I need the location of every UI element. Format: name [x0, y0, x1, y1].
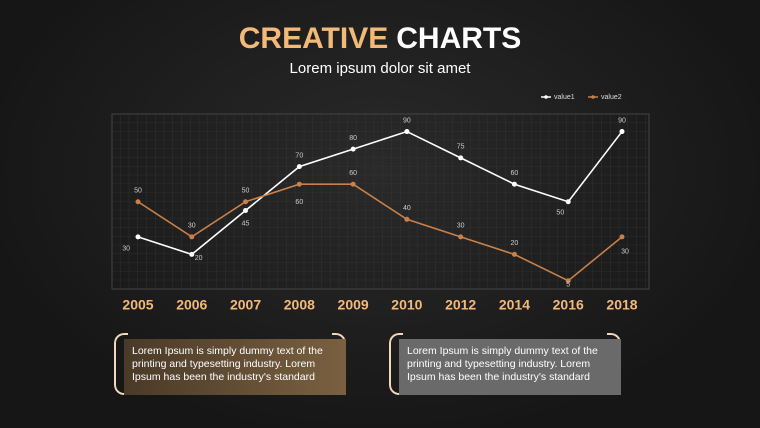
- point: [296, 164, 302, 170]
- point: [404, 129, 410, 135]
- text-box: Lorem Ipsum is simply dummy text of the …: [124, 339, 346, 395]
- point: [619, 234, 625, 240]
- value-label: 70: [295, 152, 303, 159]
- title: CREATIVE CHARTS: [239, 22, 521, 55]
- line: [137, 130, 623, 256]
- point: [404, 216, 410, 222]
- point: [458, 155, 464, 161]
- x-tick-label: 2012: [445, 297, 476, 313]
- x-tick-label: 2007: [230, 297, 261, 313]
- x-tick-label: 2014: [499, 297, 530, 313]
- value-label: 5: [566, 282, 570, 289]
- value-label: 50: [242, 188, 250, 195]
- x-tick-label: 2005: [122, 297, 153, 313]
- point: [189, 251, 195, 257]
- point: [296, 181, 302, 187]
- x-tick-label: 2010: [391, 297, 422, 313]
- line: [137, 183, 623, 282]
- point: [243, 208, 249, 214]
- point: [189, 234, 195, 240]
- value-label: 20: [511, 240, 519, 247]
- point: [350, 146, 356, 152]
- value-label: 40: [403, 205, 411, 212]
- value-label: 60: [511, 170, 519, 177]
- point: [458, 234, 464, 240]
- value-label: 75: [457, 144, 465, 151]
- point: [350, 181, 356, 187]
- x-tick-label: 2006: [176, 297, 207, 313]
- point: [135, 199, 141, 205]
- value-label: 30: [122, 246, 130, 253]
- value-label: 45: [242, 220, 250, 227]
- x-tick-label: 2009: [338, 297, 369, 313]
- value-label: 30: [621, 249, 629, 256]
- value-label: 90: [618, 117, 626, 124]
- value-label: 80: [349, 135, 357, 142]
- value-label: 20: [195, 255, 203, 262]
- point: [565, 199, 571, 205]
- legend-label: value1: [554, 94, 575, 101]
- text-box: Lorem Ipsum is simply dummy text of the …: [399, 339, 621, 395]
- x-tick-label: 2018: [606, 297, 637, 313]
- point: [243, 199, 249, 205]
- legend-label: value2: [601, 94, 622, 101]
- point: [511, 181, 517, 187]
- x-tick-label: 2008: [284, 297, 315, 313]
- point: [511, 251, 517, 257]
- point: [135, 234, 141, 240]
- point: [619, 129, 625, 135]
- value-label: 90: [403, 117, 411, 124]
- subtitle: Lorem ipsum dolor sit amet: [290, 60, 472, 77]
- point: [565, 278, 571, 284]
- value-label: 30: [188, 223, 196, 230]
- value-label: 50: [134, 188, 142, 195]
- value-label: 50: [556, 210, 564, 217]
- legend-swatch: [591, 95, 595, 99]
- value-label: 60: [349, 170, 357, 177]
- x-tick-label: 2016: [553, 297, 584, 313]
- value-label: 30: [457, 223, 465, 230]
- legend-swatch: [544, 95, 548, 99]
- value-label: 60: [295, 199, 303, 206]
